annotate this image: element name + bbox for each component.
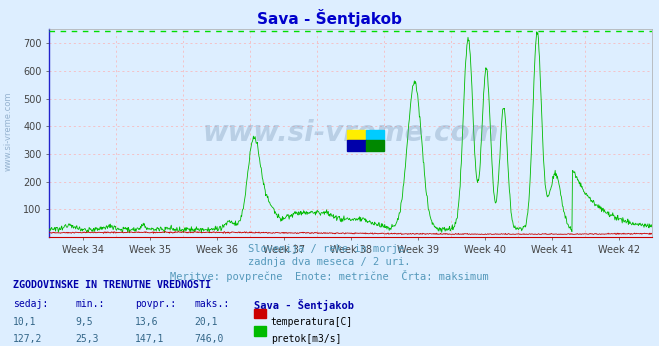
Text: 9,5: 9,5	[76, 317, 94, 327]
Text: ZGODOVINSKE IN TRENUTNE VREDNOSTI: ZGODOVINSKE IN TRENUTNE VREDNOSTI	[13, 280, 211, 290]
Text: temperatura[C]: temperatura[C]	[271, 317, 353, 327]
Text: Slovenija / reke in morje.: Slovenija / reke in morje.	[248, 244, 411, 254]
Text: maks.:: maks.:	[194, 299, 229, 309]
Text: 13,6: 13,6	[135, 317, 159, 327]
Text: www.si-vreme.com: www.si-vreme.com	[203, 119, 499, 147]
Bar	[347, 140, 366, 151]
Text: Sava - Šentjakob: Sava - Šentjakob	[254, 299, 354, 311]
Text: Sava - Šentjakob: Sava - Šentjakob	[257, 9, 402, 27]
Bar	[347, 130, 366, 140]
Text: www.si-vreme.com: www.si-vreme.com	[3, 92, 13, 171]
Bar	[366, 130, 384, 140]
Text: 25,3: 25,3	[76, 334, 100, 344]
Bar	[366, 140, 384, 151]
Text: Meritve: povprečne  Enote: metrične  Črta: maksimum: Meritve: povprečne Enote: metrične Črta:…	[170, 270, 489, 282]
Text: sedaj:: sedaj:	[13, 299, 48, 309]
Text: 127,2: 127,2	[13, 334, 43, 344]
Text: povpr.:: povpr.:	[135, 299, 176, 309]
Text: 147,1: 147,1	[135, 334, 165, 344]
Text: min.:: min.:	[76, 299, 105, 309]
Text: zadnja dva meseca / 2 uri.: zadnja dva meseca / 2 uri.	[248, 257, 411, 267]
Text: pretok[m3/s]: pretok[m3/s]	[271, 334, 341, 344]
Text: 746,0: 746,0	[194, 334, 224, 344]
Text: 10,1: 10,1	[13, 317, 37, 327]
Text: 20,1: 20,1	[194, 317, 218, 327]
